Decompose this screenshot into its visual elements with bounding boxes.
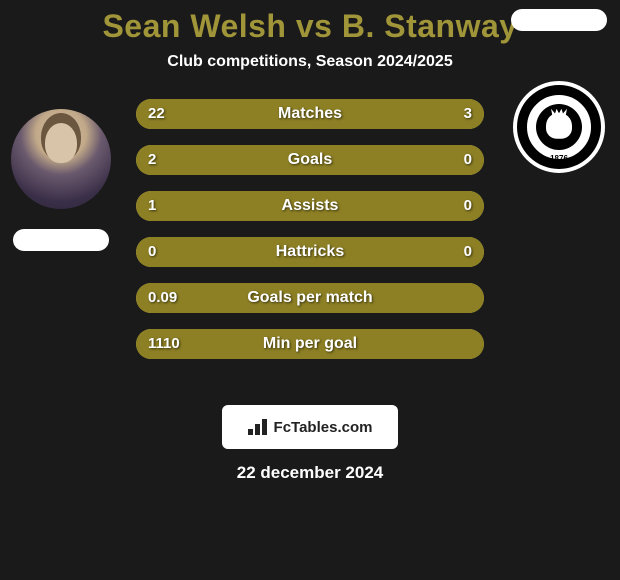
- stat-row: 0.09Goals per match: [136, 283, 484, 313]
- stat-row: 223Matches: [136, 99, 484, 129]
- thistle-icon: [546, 113, 572, 139]
- stat-label: Goals: [136, 145, 484, 175]
- player-left-club-pill: [13, 229, 109, 251]
- player-right-block: 1876: [504, 109, 614, 177]
- bar-chart-icon: [248, 419, 268, 435]
- comparison-content: 1876 223Matches 20Goals 10Assists 00Hattric…: [0, 99, 620, 399]
- stat-row: 10Assists: [136, 191, 484, 221]
- date-text: 22 december 2024: [0, 463, 620, 483]
- player-right-crest: 1876: [509, 77, 609, 177]
- player-left-avatar: [11, 109, 111, 209]
- player-left-block: [6, 109, 116, 251]
- stat-label: Assists: [136, 191, 484, 221]
- stat-row: 20Goals: [136, 145, 484, 175]
- stat-row: 00Hattricks: [136, 237, 484, 267]
- crest-year: 1876: [513, 154, 605, 163]
- branding-box: FcTables.com: [222, 405, 398, 449]
- stat-label: Min per goal: [136, 329, 484, 359]
- branding-text: FcTables.com: [274, 419, 373, 436]
- player-right-club-pill: [511, 9, 607, 31]
- subtitle: Club competitions, Season 2024/2025: [0, 53, 620, 71]
- stat-label: Matches: [136, 99, 484, 129]
- stat-label: Goals per match: [136, 283, 484, 313]
- infographic-root: Sean Welsh vs B. Stanway Club competitio…: [0, 0, 620, 483]
- stat-bars: 223Matches 20Goals 10Assists 00Hattricks 0.0…: [136, 99, 484, 375]
- stat-row: 1110Min per goal: [136, 329, 484, 359]
- stat-label: Hattricks: [136, 237, 484, 267]
- crest-inner: [536, 104, 582, 150]
